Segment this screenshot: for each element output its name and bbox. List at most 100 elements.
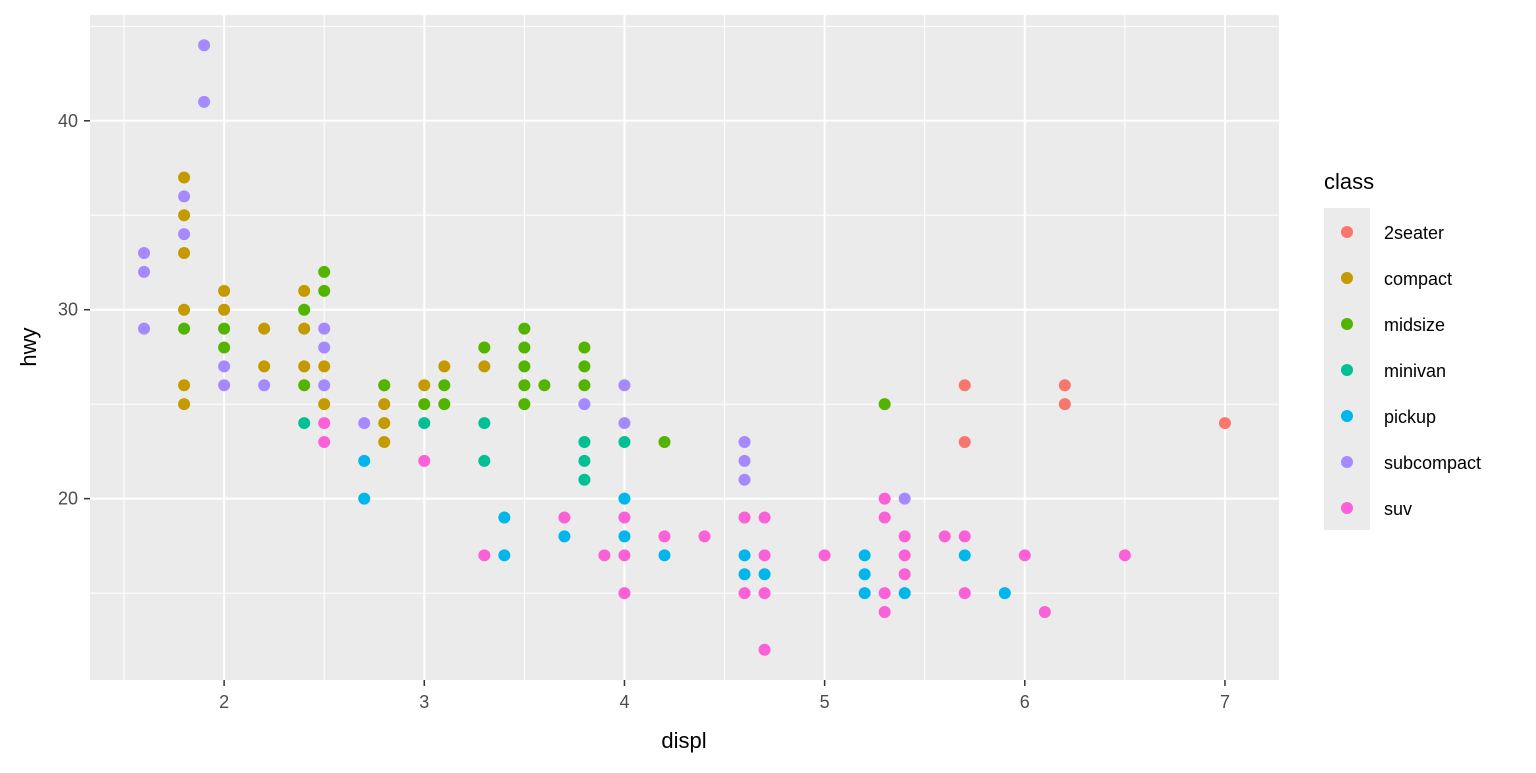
data-point-subcompact: [618, 379, 631, 392]
plot-panel: [90, 15, 1279, 680]
data-point-subcompact: [318, 322, 331, 335]
data-point-subcompact: [218, 360, 231, 373]
data-point-suv: [958, 530, 971, 543]
data-point-compact: [378, 435, 391, 448]
data-point-compact: [318, 398, 331, 411]
data-point-pickup: [738, 549, 751, 562]
legend-label-midsize: midsize: [1384, 315, 1445, 335]
data-point-suv: [1018, 549, 1031, 562]
data-point-midsize: [578, 360, 591, 373]
y-tick-label: 20: [58, 489, 78, 509]
data-point-midsize: [438, 379, 451, 392]
data-point-midsize: [478, 341, 491, 354]
data-point-compact: [298, 284, 311, 297]
data-point-midsize: [518, 398, 531, 411]
data-point-compact: [178, 171, 191, 184]
data-point-suv: [738, 587, 751, 600]
legend-label-compact: compact: [1384, 269, 1452, 289]
legend-key-compact: [1341, 272, 1353, 284]
data-point-subcompact: [138, 322, 151, 335]
data-point-suv: [318, 435, 331, 448]
legend-key-pickup: [1341, 410, 1353, 422]
data-point-midsize: [518, 341, 531, 354]
data-point-subcompact: [138, 265, 151, 278]
data-point-2seater: [958, 435, 971, 448]
x-tick-label: 7: [1220, 692, 1230, 712]
data-point-suv: [878, 492, 891, 505]
data-point-minivan: [298, 417, 311, 430]
data-point-minivan: [478, 454, 491, 467]
data-points: [138, 39, 1231, 656]
data-point-midsize: [378, 379, 391, 392]
legend-key-midsize: [1341, 318, 1353, 330]
data-point-subcompact: [198, 95, 211, 108]
y-axis: 20 30 40: [58, 111, 90, 509]
data-point-compact: [298, 360, 311, 373]
data-point-midsize: [298, 303, 311, 316]
data-point-compact: [178, 379, 191, 392]
data-point-subcompact: [318, 379, 331, 392]
minor-gridlines: [90, 15, 1279, 680]
data-point-subcompact: [898, 492, 911, 505]
data-point-subcompact: [198, 39, 211, 52]
data-point-subcompact: [618, 417, 631, 430]
data-point-compact: [318, 360, 331, 373]
x-tick-label: 3: [419, 692, 429, 712]
data-point-minivan: [578, 454, 591, 467]
data-point-suv: [478, 549, 491, 562]
legend-title: class: [1324, 169, 1374, 194]
data-point-subcompact: [178, 190, 191, 203]
data-point-pickup: [858, 568, 871, 581]
data-point-pickup: [498, 511, 511, 524]
data-point-midsize: [418, 398, 431, 411]
data-point-midsize: [658, 435, 671, 448]
data-point-suv: [598, 549, 611, 562]
legend-items: 2seater compact midsize minivan pickup subcom…: [1341, 223, 1481, 519]
data-point-subcompact: [738, 473, 751, 486]
data-point-subcompact: [138, 247, 151, 260]
data-point-compact: [178, 303, 191, 316]
data-point-suv: [958, 587, 971, 600]
data-point-pickup: [998, 587, 1011, 600]
legend-key-minivan: [1341, 364, 1353, 376]
data-point-suv: [1038, 605, 1051, 618]
data-point-subcompact: [738, 435, 751, 448]
data-point-midsize: [318, 265, 331, 278]
data-point-pickup: [958, 549, 971, 562]
data-point-suv: [618, 511, 631, 524]
data-point-subcompact: [258, 379, 271, 392]
data-point-subcompact: [178, 228, 191, 241]
data-point-compact: [438, 360, 451, 373]
y-axis-title: hwy: [16, 327, 41, 366]
data-point-midsize: [878, 398, 891, 411]
data-point-midsize: [298, 379, 311, 392]
data-point-suv: [758, 549, 771, 562]
data-point-midsize: [578, 341, 591, 354]
data-point-suv: [878, 587, 891, 600]
data-point-subcompact: [738, 454, 751, 467]
data-point-midsize: [518, 379, 531, 392]
data-point-suv: [898, 530, 911, 543]
data-point-suv: [738, 511, 751, 524]
data-point-2seater: [1058, 379, 1071, 392]
data-point-compact: [378, 417, 391, 430]
data-point-minivan: [578, 435, 591, 448]
data-point-suv: [558, 511, 571, 524]
data-point-suv: [898, 568, 911, 581]
data-point-2seater: [1058, 398, 1071, 411]
data-point-2seater: [1218, 417, 1231, 430]
data-point-compact: [378, 398, 391, 411]
legend-label-suv: suv: [1384, 499, 1412, 519]
data-point-pickup: [738, 568, 751, 581]
x-axis-title: displ: [661, 728, 706, 753]
data-point-compact: [178, 209, 191, 222]
data-point-midsize: [218, 322, 231, 335]
data-point-midsize: [218, 341, 231, 354]
data-point-midsize: [318, 284, 331, 297]
data-point-minivan: [478, 417, 491, 430]
data-point-suv: [318, 417, 331, 430]
data-point-compact: [218, 303, 231, 316]
legend-key-suv: [1341, 502, 1353, 514]
data-point-subcompact: [578, 398, 591, 411]
data-point-compact: [478, 360, 491, 373]
